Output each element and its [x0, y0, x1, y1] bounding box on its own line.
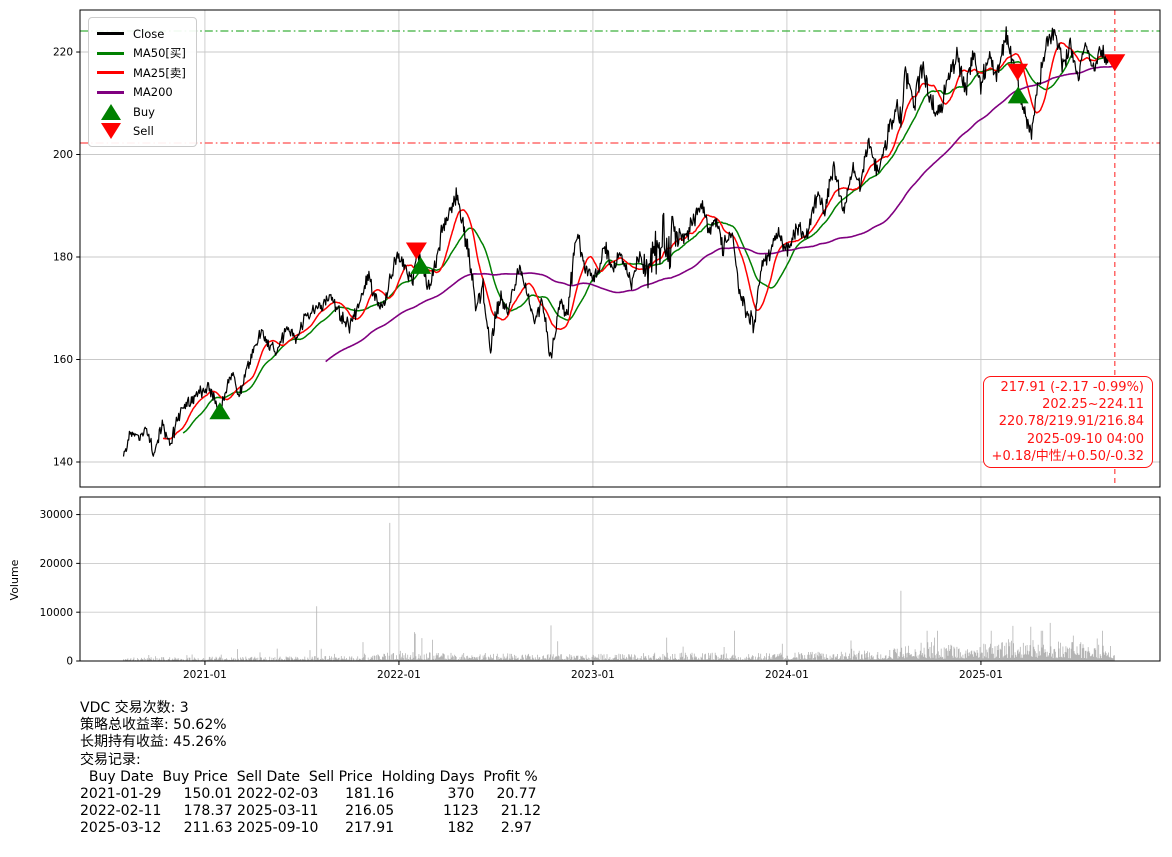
- volume-axis-label: Volume: [8, 559, 21, 601]
- close-line: [122, 26, 1115, 457]
- legend-item-ma25: MA25[卖]: [97, 63, 186, 83]
- sell-marker: [1007, 63, 1029, 81]
- gridlines: [80, 10, 1160, 661]
- annotation-price-change: 217.91 (-2.17 -0.99%): [1000, 380, 1144, 395]
- legend-label: MA25[卖]: [133, 65, 186, 80]
- buy-marker-icon: [97, 103, 124, 121]
- trade-log-title: 交易记录:: [80, 751, 141, 768]
- sell-marker-icon: [97, 122, 124, 140]
- ma200-line-swatch: [97, 83, 124, 101]
- legend-item-ma50: MA50[买]: [97, 44, 186, 64]
- legend-item-ma200: MA200: [97, 83, 186, 103]
- date-tick-label: 2023-01: [571, 669, 615, 681]
- price-tick-label: 180: [53, 252, 73, 264]
- date-tick-label: 2022-01: [377, 669, 421, 681]
- annotation-range: 202.25~224.11: [1042, 397, 1144, 413]
- price-tick-label: 160: [53, 354, 73, 366]
- ma25-line: [162, 41, 1115, 440]
- volume-tick-label: 10000: [40, 607, 73, 619]
- legend-item-buy: Buy: [97, 102, 186, 122]
- legend-label: MA50[买]: [133, 46, 186, 61]
- stat-hold-return: 长期持有收益: 45.26%: [80, 734, 227, 751]
- close-line-swatch: [97, 25, 124, 43]
- trade-markers: [209, 54, 1126, 420]
- price-annotation-box: 217.91 (-2.17 -0.99%) 202.25~224.11 220.…: [982, 376, 1153, 469]
- ma25-line-swatch: [97, 64, 124, 82]
- buy-marker: [410, 256, 432, 274]
- date-tick-label: 2025-01: [959, 669, 1003, 681]
- legend-item-sell: Sell: [97, 122, 186, 142]
- legend-label: Buy: [133, 104, 155, 119]
- main-plot-border: [79, 9, 1161, 488]
- ma50-line-swatch: [97, 44, 124, 62]
- date-tick-label: 2021-01: [183, 669, 227, 681]
- volume-plot-border: [79, 496, 1161, 662]
- sell-marker: [1104, 54, 1126, 72]
- buy-marker: [1007, 86, 1029, 104]
- trade-table-row: 2021-01-29 150.01 2022-02-03 181.16 370 …: [80, 786, 537, 803]
- stat-strategy-return: 策略总收益率: 50.62%: [80, 717, 227, 734]
- legend-label: MA200: [133, 85, 173, 100]
- strategy-stats: VDC 交易次数: 3 策略总收益率: 50.62% 长期持有收益: 45.26…: [80, 700, 541, 838]
- axis-ticks: 140 160 180 200 220 0 10000 20000 30000 2021-01 20…: [40, 47, 1003, 681]
- stat-trade-count: VDC 交易次数: 3: [80, 700, 189, 716]
- volume-tick-label: 20000: [40, 558, 73, 570]
- legend-label: Sell: [133, 124, 154, 139]
- price-tick-label: 140: [53, 457, 73, 469]
- annotation-timestamp: 2025-09-10 04:00: [1026, 431, 1144, 447]
- trade-table-header: Buy Date Buy Price Sell Date Sell Price …: [80, 768, 538, 785]
- sell-marker: [405, 242, 427, 260]
- date-tick-label: 2024-01: [765, 669, 809, 681]
- legend-label: Close: [133, 26, 165, 41]
- ma50-line: [182, 50, 1115, 434]
- legend: Close MA50[买] MA25[卖] MA200 Buy Sell: [88, 17, 197, 147]
- annotation-ma-values: 220.78/219.91/216.84: [998, 414, 1144, 430]
- annotation-signals: +0.18/中性/+0.50/-0.32: [991, 448, 1144, 464]
- buy-marker: [209, 402, 231, 420]
- price-tick-label: 220: [53, 47, 73, 59]
- volume-tick-label: 30000: [40, 509, 73, 521]
- volume-bars: [123, 522, 1115, 661]
- ma200-line: [325, 65, 1115, 363]
- trade-table-row: 2025-03-12 211.63 2025-09-10 217.91 182 …: [80, 820, 533, 837]
- legend-item-close: Close: [97, 24, 186, 44]
- volume-tick-label: 0: [66, 656, 73, 668]
- price-tick-label: 200: [53, 149, 73, 161]
- trade-table-row: 2022-02-11 178.37 2025-03-11 216.05 1123…: [80, 803, 542, 820]
